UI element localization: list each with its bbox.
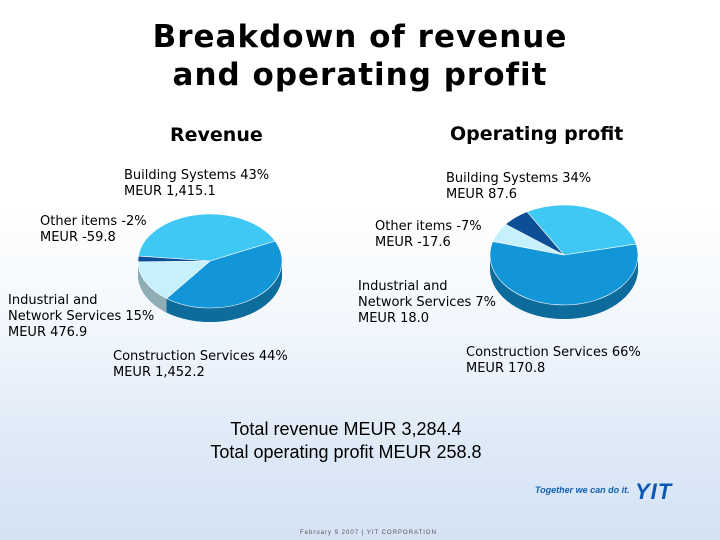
title-line-1: Breakdown of revenue <box>152 19 568 55</box>
pie-slice <box>526 204 637 256</box>
revenue-label-industrial-network: Industrial and Network Services 15% MEUR 4… <box>8 293 155 340</box>
op-label-building-systems: Building Systems 34% MEUR 87.6 <box>446 171 592 202</box>
revenue-label-building-systems: Building Systems 43% MEUR 1,415.1 <box>124 168 270 199</box>
op-label-other-items: Other items -7% MEUR -17.6 <box>375 219 482 250</box>
pie-slice-side <box>166 261 282 322</box>
operating-profit-chart-title: Operating profit <box>450 123 624 145</box>
revenue-label-other-items: Other items -2% MEUR -59.8 <box>40 214 147 245</box>
footer: February 9 2007 | YIT CORPORATION <box>300 530 437 536</box>
revenue-chart-title: Revenue <box>170 124 263 146</box>
pie-slice <box>505 211 565 256</box>
op-label-industrial-network: Industrial and Network Services 7% MEUR 18… <box>358 279 496 326</box>
brand-slogan: Together we can do it. <box>535 485 630 495</box>
pie-slice <box>137 255 211 263</box>
revenue-pie-chart <box>137 213 283 322</box>
totals: Total revenue MEUR 3,284.4 Total operati… <box>0 418 692 464</box>
total-revenue: Total revenue MEUR 3,284.4 <box>230 419 462 439</box>
total-operating-profit: Total operating profit MEUR 258.8 <box>210 442 482 462</box>
pie-slice <box>138 213 276 262</box>
pie-slice-side <box>138 261 167 313</box>
pie-slice <box>137 260 211 299</box>
yit-logo: YIT <box>635 479 673 504</box>
pie-slice <box>489 241 639 306</box>
pie-slice <box>165 240 283 309</box>
page-title: Breakdown of revenue and operating profi… <box>0 18 720 94</box>
pie-slice-side <box>490 255 638 319</box>
brand: Together we can do it. YIT <box>530 479 710 504</box>
title-line-2: and operating profit <box>172 57 548 93</box>
revenue-label-construction-services: Construction Services 44% MEUR 1,452.2 <box>113 349 288 380</box>
operating-profit-pie-chart <box>489 204 639 319</box>
op-label-construction-services: Construction Services 66% MEUR 170.8 <box>466 345 641 376</box>
